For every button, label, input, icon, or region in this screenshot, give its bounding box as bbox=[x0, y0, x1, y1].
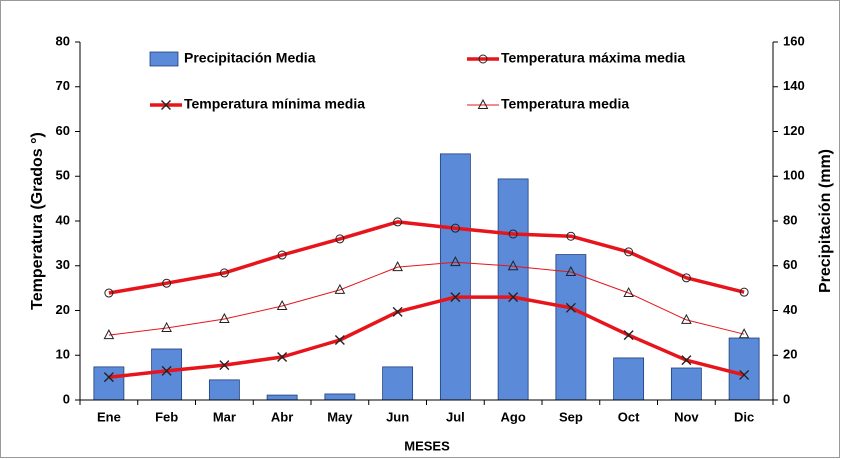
y-tick-label: 50 bbox=[56, 168, 70, 183]
y2-tick-label: 80 bbox=[783, 212, 797, 227]
marker bbox=[477, 98, 489, 109]
marker bbox=[624, 247, 634, 257]
marker bbox=[392, 261, 403, 272]
marker bbox=[565, 302, 576, 313]
marker bbox=[681, 273, 691, 283]
marker bbox=[565, 265, 577, 277]
marker bbox=[623, 330, 634, 341]
x-tick-label: Oct bbox=[618, 409, 640, 424]
marker bbox=[103, 372, 114, 383]
x-tick-label: Jun bbox=[386, 409, 409, 424]
marker bbox=[508, 229, 518, 239]
legend: Precipitación Media Temperatura máxima me… bbox=[149, 50, 685, 112]
bar bbox=[266, 394, 298, 401]
marker bbox=[103, 329, 115, 340]
x-axis-label: MESES bbox=[404, 438, 450, 453]
bar bbox=[324, 393, 356, 401]
x-tick-label: Mar bbox=[213, 409, 236, 424]
bar bbox=[555, 254, 587, 401]
marker bbox=[450, 292, 461, 303]
bar bbox=[382, 366, 414, 401]
y-tick-label: 40 bbox=[56, 212, 70, 227]
marker bbox=[623, 286, 634, 298]
legend-label: Precipitación Media bbox=[184, 50, 316, 66]
y-tick-label: 70 bbox=[56, 78, 70, 93]
y-tick-label: 80 bbox=[56, 33, 70, 48]
marker bbox=[739, 369, 750, 380]
marker bbox=[161, 365, 172, 376]
y-tick-label: 60 bbox=[56, 123, 70, 138]
marker bbox=[335, 234, 345, 244]
y2-tick-label: 40 bbox=[783, 302, 797, 317]
marker bbox=[738, 328, 750, 339]
marker bbox=[161, 321, 172, 332]
legend-label: Temperatura mínima media bbox=[184, 96, 365, 112]
y-tick-label: 30 bbox=[56, 257, 70, 272]
x-tick-label: Abr bbox=[271, 409, 293, 424]
line bbox=[108, 220, 745, 295]
y2-tick-label: 140 bbox=[783, 78, 805, 93]
bar bbox=[151, 348, 183, 401]
marker bbox=[566, 231, 576, 241]
marker bbox=[277, 250, 287, 260]
marker bbox=[219, 360, 230, 371]
y2-tick-label: 160 bbox=[783, 33, 805, 48]
bar bbox=[613, 357, 645, 401]
x-tick-label: May bbox=[327, 409, 353, 424]
marker bbox=[334, 283, 346, 294]
marker bbox=[334, 335, 345, 346]
line bbox=[108, 261, 745, 336]
y2-tick-label: 60 bbox=[783, 257, 797, 272]
y-axis-label: Temperatura (Grados °) bbox=[29, 132, 46, 310]
marker bbox=[219, 312, 230, 324]
marker bbox=[276, 299, 288, 311]
marker bbox=[277, 352, 288, 363]
bar bbox=[728, 337, 760, 401]
y2-axis-label: Precipitación (mm) bbox=[817, 149, 834, 293]
y2-tick-label: 20 bbox=[783, 347, 797, 362]
line bbox=[108, 295, 745, 379]
marker bbox=[393, 217, 403, 227]
x-tick-label: Jul bbox=[446, 409, 465, 424]
marker bbox=[161, 100, 171, 110]
x-tick-label: Feb bbox=[155, 409, 178, 424]
x-tick-label: Sep bbox=[559, 409, 583, 424]
marker bbox=[450, 223, 460, 233]
y2-tick-label: 120 bbox=[783, 123, 805, 138]
bar bbox=[670, 367, 702, 401]
marker bbox=[162, 278, 172, 288]
legend-label: Temperatura media bbox=[501, 96, 629, 112]
y-tick-label: 0 bbox=[63, 391, 70, 406]
bar bbox=[208, 379, 240, 401]
marker bbox=[219, 268, 229, 278]
marker bbox=[450, 256, 461, 267]
y2-tick-label: 100 bbox=[783, 168, 805, 183]
marker bbox=[681, 313, 692, 324]
marker bbox=[478, 54, 488, 64]
x-tick-label: Ago bbox=[500, 409, 525, 424]
x-tick-label: Nov bbox=[674, 409, 699, 424]
x-tick-label: Ene bbox=[97, 409, 121, 424]
marker bbox=[392, 306, 403, 317]
y-tick-label: 10 bbox=[56, 347, 70, 362]
marker bbox=[508, 292, 519, 303]
legend-swatch bbox=[149, 51, 179, 67]
legend-label: Temperatura máxima media bbox=[501, 50, 685, 66]
marker bbox=[739, 287, 749, 297]
x-tick-label: Dic bbox=[734, 409, 754, 424]
y-tick-label: 20 bbox=[56, 302, 70, 317]
bar bbox=[439, 153, 471, 401]
bar bbox=[497, 178, 529, 401]
y2-tick-label: 0 bbox=[783, 391, 790, 406]
marker bbox=[681, 355, 692, 366]
marker bbox=[507, 260, 519, 271]
bar bbox=[93, 366, 125, 401]
marker bbox=[104, 288, 114, 298]
